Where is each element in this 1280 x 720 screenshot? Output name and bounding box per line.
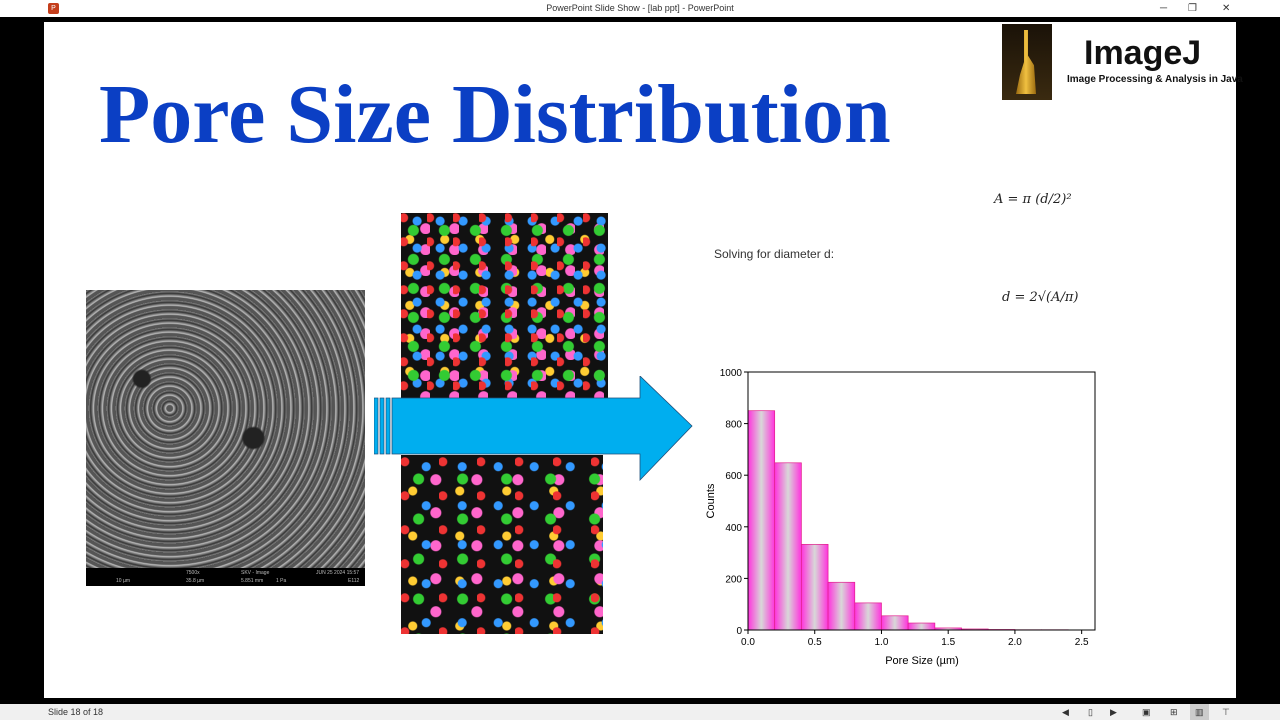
sem-id: E112 xyxy=(348,578,360,584)
y-tick-label: 400 xyxy=(725,523,742,534)
sem-hfw: 35.8 µm xyxy=(186,578,205,584)
plot-frame xyxy=(747,371,1096,631)
imagej-logo xyxy=(1002,24,1052,100)
slide-counter: Slide 18 of 18 xyxy=(48,707,104,717)
area-formula: A = π (d/2)² xyxy=(994,192,1072,207)
minimize-icon[interactable]: ─ xyxy=(1160,3,1168,14)
reading-view-icon[interactable]: ▥ xyxy=(1190,704,1209,720)
diameter-formula: d = 2√(A/π) xyxy=(1002,290,1079,305)
close-icon[interactable]: ✕ xyxy=(1222,3,1231,14)
sem-mag: 7500x xyxy=(186,570,200,576)
segmented-image-bottom xyxy=(401,455,603,634)
microscope-icon xyxy=(1016,30,1036,94)
restore-icon[interactable]: ❐ xyxy=(1188,3,1197,14)
window-title: PowerPoint Slide Show - [lab ppt] - Powe… xyxy=(546,3,734,13)
histogram-bar xyxy=(854,602,882,631)
sem-scale: 10 µm xyxy=(116,578,130,584)
x-tick-label: 1.0 xyxy=(875,637,889,648)
y-tick-label: 600 xyxy=(725,471,742,482)
sem-date: JUN 25 2024 15:57 xyxy=(316,570,360,576)
slide: Pore Size Distribution ImageJ Image Proc… xyxy=(44,22,1243,698)
grid-view-icon[interactable]: ⊞ xyxy=(1170,707,1178,717)
x-tick-label: 2.5 xyxy=(1075,637,1089,648)
x-tick-label: 1.5 xyxy=(941,637,955,648)
histogram-bar xyxy=(827,581,856,631)
slide-title: Pore Size Distribution xyxy=(99,68,891,161)
y-axis-label: Counts xyxy=(705,483,717,518)
x-tick-label: 2.0 xyxy=(1008,637,1022,648)
solving-text: Solving for diameter d: xyxy=(714,247,835,261)
logo-subtitle: Image Processing & Analysis in Java xyxy=(1067,74,1243,85)
arrow-icon xyxy=(374,376,693,481)
title-bar: P PowerPoint Slide Show - [lab ppt] - Po… xyxy=(0,0,1280,17)
sem-wd: 5.851 mm xyxy=(241,578,264,584)
histogram-bar xyxy=(801,543,829,631)
x-tick-label: 0.5 xyxy=(808,637,822,648)
histogram-bar xyxy=(881,615,909,631)
sem-mode: SKV - Image xyxy=(241,570,270,576)
histogram-chart: 0.0 0.5 1.0 1.5 2.0 2.5 0 200 400 600 800 1000 Pore… xyxy=(705,368,1096,667)
y-tick-label: 1000 xyxy=(720,368,743,379)
previous-slide-icon[interactable]: ◀ xyxy=(1062,707,1069,717)
sem-pressure: 1 Pa xyxy=(276,578,287,584)
x-axis-label: Pore Size (µm) xyxy=(885,655,959,667)
logo-name: ImageJ xyxy=(1084,34,1202,72)
slide-sorter-icon[interactable]: ▯ xyxy=(1088,707,1093,717)
status-bar: Slide 18 of 18 ◀ ▯ ▶ ▣ ⊞ ▥ ⊤ xyxy=(0,704,1280,720)
x-tick-label: 0.0 xyxy=(741,637,755,648)
y-tick-label: 0 xyxy=(736,626,742,637)
histogram-bar xyxy=(907,622,936,631)
powerpoint-icon: P xyxy=(48,3,59,14)
histogram-bar xyxy=(774,462,802,631)
sem-info-bar: 10 µm 7500x 35.8 µm SKV - Image 5.851 mm… xyxy=(86,568,365,586)
normal-view-icon[interactable]: ▣ xyxy=(1142,707,1151,717)
y-tick-label: 800 xyxy=(725,420,742,431)
histogram-bar xyxy=(747,410,776,631)
y-tick-label: 200 xyxy=(725,574,742,585)
sem-image: 10 µm 7500x 35.8 µm SKV - Image 5.851 mm… xyxy=(86,290,365,586)
next-slide-icon[interactable]: ▶ xyxy=(1110,707,1117,717)
segmented-image-top xyxy=(401,213,608,401)
slideshow-icon[interactable]: ⊤ xyxy=(1222,707,1230,717)
